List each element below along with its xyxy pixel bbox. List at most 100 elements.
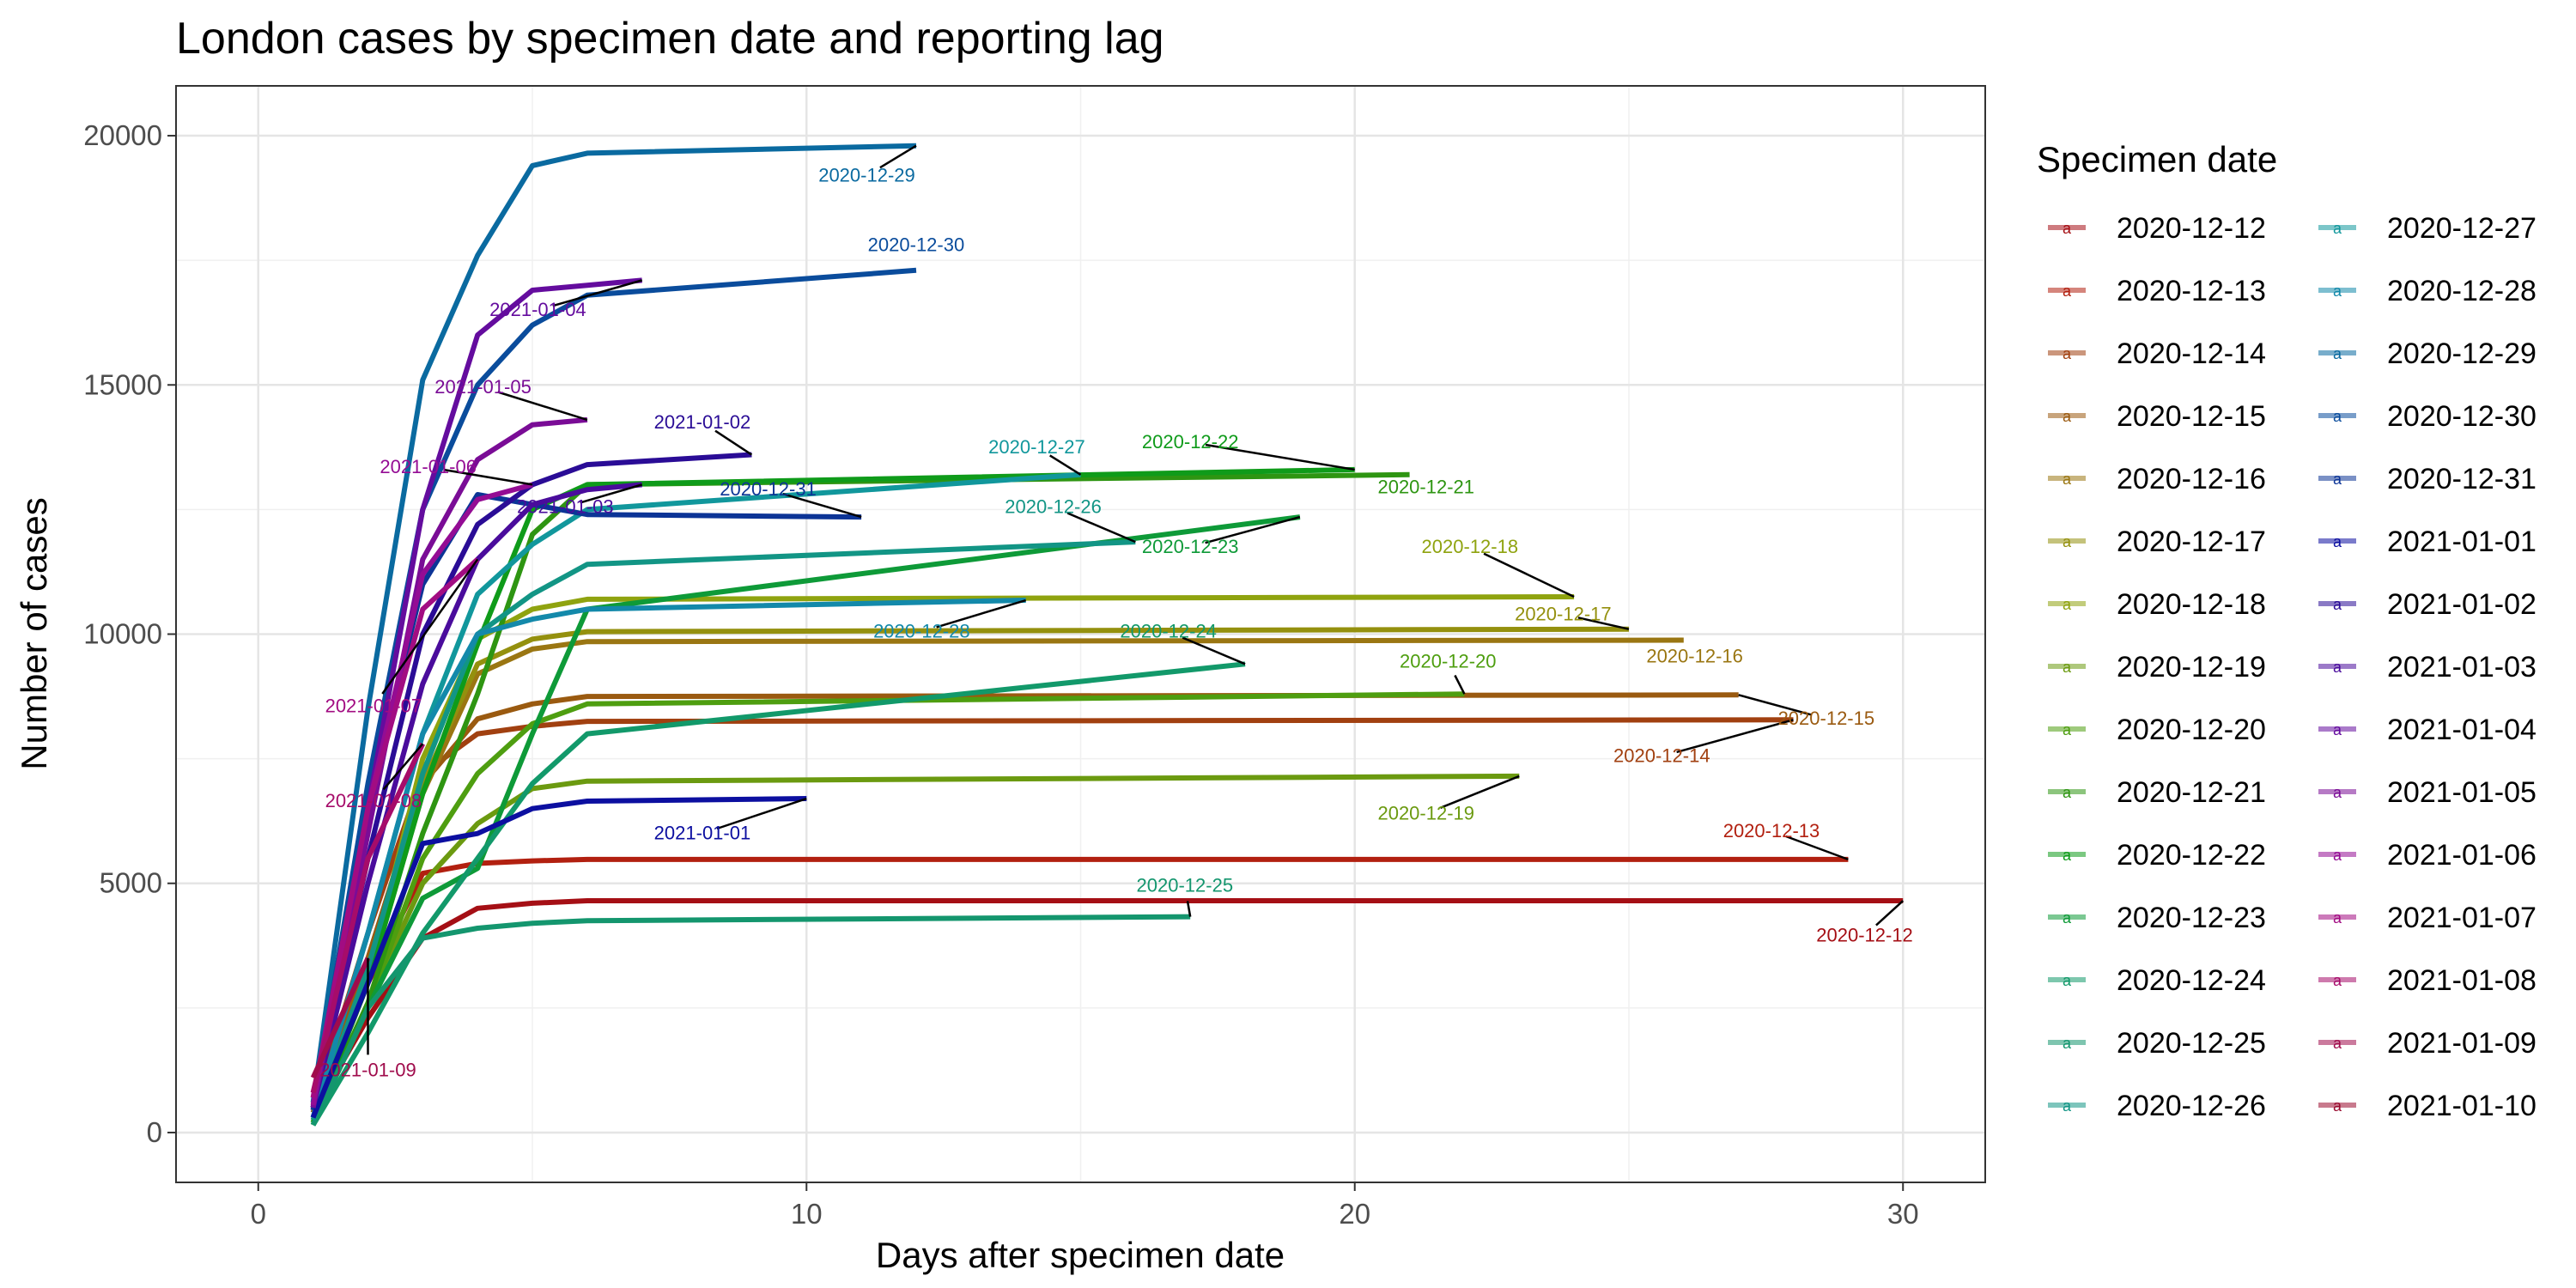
legend-item-2021-01-07: a 2021-01-07 [2318,902,2537,934]
legend-item-2020-12-12: a 2020-12-12 [2048,212,2266,245]
legend-key-glyph: a [2333,972,2342,989]
legend-key-glyph: a [2333,1035,2342,1052]
series-label-2021-01-09: 2021-01-09 [319,1059,416,1080]
legend-key-glyph: a [2333,721,2342,738]
label-leader [1066,512,1136,544]
legend-item-2020-12-21: a 2020-12-21 [2048,776,2266,809]
y-tick-label: 20000 [83,119,162,151]
label-leader [580,483,643,504]
label-leader [1785,835,1849,861]
legend-label: 2021-01-01 [2387,526,2537,558]
legend-item-2020-12-19: a 2020-12-19 [2048,651,2266,683]
legend-item-2020-12-27: a 2020-12-27 [2318,212,2537,245]
y-tick-label: 10000 [83,618,162,650]
legend-label: 2020-12-12 [2117,212,2266,245]
series-label-2020-12-23: 2020-12-23 [1142,536,1239,557]
legend-label: 2020-12-29 [2387,337,2537,370]
legend-key-glyph: a [2333,408,2342,425]
legend-key-glyph: a [2063,784,2072,801]
y-tick-label: 5000 [100,867,162,899]
legend-label: 2021-01-10 [2387,1090,2537,1122]
series-line-2021-01-07 [310,557,480,1098]
legend-label: 2021-01-02 [2387,588,2537,621]
grid [176,86,1985,1182]
y-tick-label: 15000 [83,368,162,400]
legend-label: 2021-01-03 [2387,651,2537,683]
legend-key-glyph: a [2333,220,2342,237]
legend-key-glyph: a [2333,909,2342,927]
legend-label: 2020-12-14 [2117,337,2266,370]
series-label-2020-12-20: 2020-12-20 [1400,650,1497,671]
series-label-2020-12-19: 2020-12-19 [1377,802,1474,823]
legend-item-2020-12-23: a 2020-12-23 [2048,902,2266,934]
label-leader [1738,694,1812,716]
label-leader [443,468,533,486]
x-tick-label: 20 [1339,1198,1370,1230]
legend-label: 2021-01-07 [2387,902,2537,934]
label-leader [381,558,479,695]
label-leader [879,144,917,169]
legend-label: 2020-12-19 [2117,651,2266,683]
label-leader [1676,719,1794,754]
legend-item-2021-01-05: a 2021-01-05 [2318,776,2537,809]
label-leader [782,493,862,519]
legend-item-2020-12-22: a 2020-12-22 [2048,839,2266,872]
label-leader [497,391,588,422]
legend-key-glyph: a [2063,721,2072,738]
legend-item-2020-12-26: a 2020-12-26 [2048,1090,2266,1122]
legend-key-glyph: a [2333,345,2342,362]
series-label-2021-01-03: 2021-01-03 [517,495,614,517]
series-label-2021-01-06: 2021-01-06 [380,456,477,477]
legend-item-2020-12-13: a 2020-12-13 [2048,275,2266,307]
legend-label: 2020-12-13 [2117,275,2266,307]
series-label-2020-12-22: 2020-12-22 [1142,431,1239,453]
legend-label: 2021-01-06 [2387,839,2537,872]
label-leader [1205,515,1301,544]
legend: Specimen date a 2020-12-12 a 2020-12-13 a 202… [2037,139,2537,1122]
legend-label: 2020-12-18 [2117,588,2266,621]
series-label-2020-12-27: 2020-12-27 [988,436,1085,458]
axes: 0 10 20 30 0 5000 10000 15000 20000 [83,119,1918,1230]
legend-item-2021-01-09: a 2021-01-09 [2318,1027,2537,1060]
legend-key-glyph: a [2063,847,2072,864]
series-label-2020-12-14: 2020-12-14 [1613,745,1710,767]
legend-label: 2020-12-17 [2117,526,2266,558]
label-leader [1440,775,1520,809]
legend-item-2021-01-04: a 2021-01-04 [2318,714,2537,746]
legend-key-glyph: a [2063,909,2072,927]
legend-item-2020-12-14: a 2020-12-14 [2048,337,2266,370]
legend-item-2020-12-28: a 2020-12-28 [2318,275,2537,307]
legend-key-glyph: a [2063,408,2072,425]
label-leader [1875,900,1905,927]
x-tick-label: 30 [1887,1198,1919,1230]
series-label-2020-12-30: 2020-12-30 [868,234,965,256]
chart-title: London cases by specimen date and report… [176,14,1164,64]
legend-item-2020-12-15: a 2020-12-15 [2048,400,2266,433]
series-line-2021-01-09 [310,957,371,1079]
legend-key-glyph: a [2063,345,2072,362]
series-label-2021-01-08: 2021-01-08 [325,790,422,811]
series-label-2020-12-13: 2020-12-13 [1723,820,1820,841]
label-leader [936,598,1027,629]
label-leader [1205,443,1355,471]
legend-key-glyph: a [2063,596,2072,613]
label-leader [714,429,753,456]
series-label-2021-01-02: 2021-01-02 [654,411,751,433]
legend-key-glyph: a [2333,847,2342,864]
label-leader [1186,901,1192,917]
legend-key-glyph: a [2333,659,2342,676]
series-label-2021-01-01: 2021-01-01 [654,823,751,844]
legend-item-2020-12-24: a 2020-12-24 [2048,964,2266,997]
label-leader [382,743,424,791]
legend-label: 2020-12-26 [2117,1090,2266,1122]
label-leader [1049,454,1082,476]
series-label-2020-12-17: 2020-12-17 [1515,603,1612,624]
legend-label: 2020-12-30 [2387,400,2537,433]
legend-label: 2020-12-28 [2387,275,2537,307]
series-line-2021-01-05 [310,416,588,1109]
series-line-2020-12-28 [310,598,1026,1119]
x-tick-label: 10 [791,1198,823,1230]
series-label-2021-01-07: 2021-01-07 [325,696,422,717]
legend-item-2021-01-10: a 2021-01-10 [2318,1090,2537,1122]
